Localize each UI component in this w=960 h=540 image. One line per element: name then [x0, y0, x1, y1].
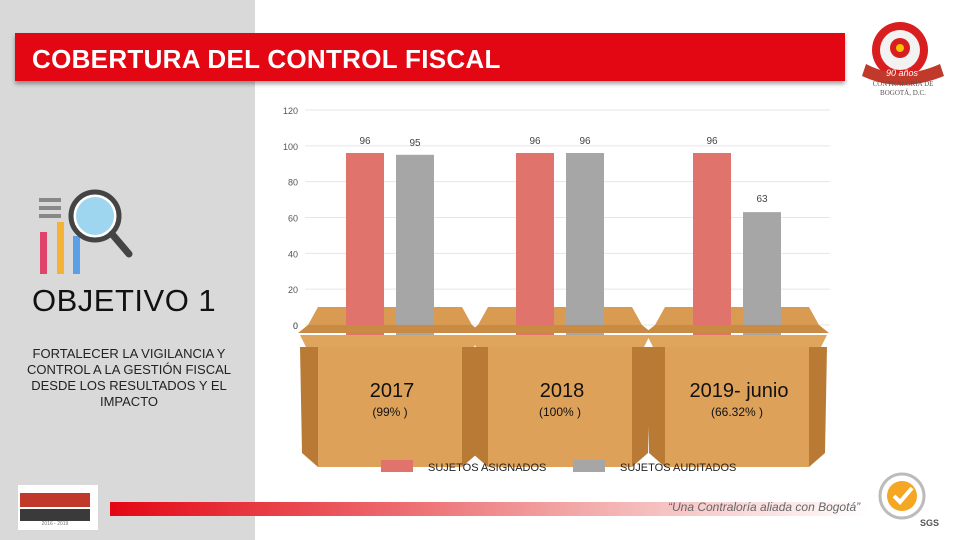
- category-label: 2017: [370, 380, 415, 402]
- box-top-band: [470, 335, 650, 347]
- objective-title: OBJETIVO 1: [32, 283, 217, 318]
- contraloria-logo: 90 años: [862, 22, 944, 85]
- alianza-logo: 2016 - 2019: [18, 485, 98, 530]
- box-side: [470, 347, 488, 467]
- seal-icon: [862, 22, 944, 85]
- y-tick-label: 0: [293, 321, 298, 331]
- legend-swatch: [573, 460, 605, 472]
- category-note: (66.32% ): [711, 405, 763, 419]
- category-label: 2018: [540, 380, 585, 402]
- bar: [693, 153, 731, 337]
- box-lid: [478, 307, 642, 325]
- svg-text:SGS: SGS: [920, 518, 939, 528]
- data-label: 96: [579, 136, 591, 147]
- coverage-chart: 0 20 40 60 80 100 120 96 95 2017 (99% ) 96 96 2018 (10…: [283, 106, 830, 474]
- y-tick-label: 60: [288, 214, 298, 224]
- box-side: [809, 347, 827, 467]
- y-tick-label: 20: [288, 285, 298, 295]
- svg-text:2016 - 2019: 2016 - 2019: [42, 521, 69, 527]
- legend-swatch: [381, 460, 413, 472]
- data-label: 96: [529, 136, 541, 147]
- y-tick-label: 80: [288, 178, 298, 188]
- box-rim: [645, 325, 829, 333]
- bar: [516, 153, 554, 337]
- sgs-badge-icon: SGS: [878, 472, 939, 528]
- y-tick-label: 120: [283, 106, 298, 116]
- category-note: (99% ): [372, 405, 407, 419]
- box-lid: [655, 307, 819, 325]
- legend-label: SUJETOS AUDITADOS: [620, 462, 736, 474]
- box-side: [300, 347, 318, 467]
- logo-badge: 90 años: [886, 68, 919, 78]
- bar: [743, 212, 781, 337]
- y-tick-label-zero: 0: [293, 321, 298, 331]
- objective-description: FORTALECER LA VIGILANCIA Y CONTROL A LA …: [27, 346, 231, 409]
- logo-text: CONTRALORÍA DE BOGOTÁ, D.C.: [872, 80, 934, 97]
- slogan: “Una Contraloría aliada con Bogotá”: [668, 500, 861, 514]
- box-side: [647, 347, 665, 467]
- data-label: 63: [756, 194, 768, 205]
- box-front: [318, 347, 462, 467]
- y-tick-label: 40: [288, 249, 298, 259]
- footer-bar: [110, 502, 870, 516]
- box-rim: [298, 325, 482, 333]
- box-front: [665, 347, 809, 467]
- box-rim: [468, 325, 652, 333]
- page-title: COBERTURA DEL CONTROL FISCAL: [32, 44, 501, 74]
- bar: [566, 153, 604, 337]
- bar: [346, 153, 384, 337]
- y-tick-label: 100: [283, 142, 298, 152]
- data-label: 96: [706, 136, 718, 147]
- data-label: 95: [409, 138, 421, 149]
- search-chart-icon: [39, 189, 133, 274]
- box-top-band: [300, 335, 480, 347]
- box-front: [488, 347, 632, 467]
- bar: [396, 154, 434, 337]
- category-note: (100% ): [539, 405, 581, 419]
- title-bar: [15, 33, 845, 81]
- legend-label: SUJETOS ASIGNADOS: [428, 462, 546, 474]
- category-label: 2019- junio: [690, 380, 789, 402]
- box-side: [632, 347, 650, 467]
- box-top-band: [647, 335, 827, 347]
- box-lid: [308, 307, 472, 325]
- data-label: 96: [359, 136, 371, 147]
